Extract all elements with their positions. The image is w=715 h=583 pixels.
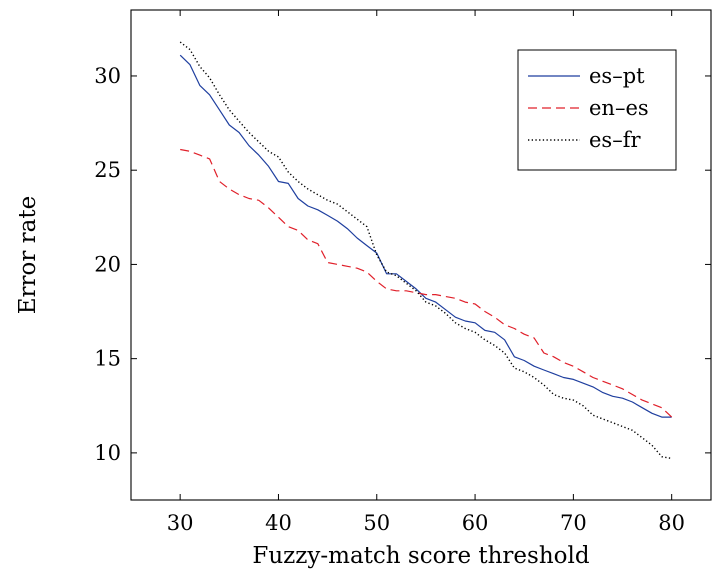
series-line-2 [180, 148, 673, 418]
series-line-3 [179, 41, 672, 460]
y-tick-label: 30 [94, 64, 121, 88]
x-tick-label: 50 [363, 511, 390, 535]
x-tick-label: 40 [265, 511, 292, 535]
y-tick-label: 20 [94, 252, 121, 276]
legend-box [517, 49, 677, 171]
y-axis-label: Error rate [15, 196, 41, 315]
x-tick-label: 80 [658, 511, 685, 535]
y-tick-label: 15 [94, 347, 121, 371]
y-tick-label: 10 [94, 441, 121, 465]
x-tick-label: 70 [560, 511, 587, 535]
legend-label: es–pt [589, 64, 645, 88]
x-axis-label: Fuzzy-match score threshold [252, 543, 589, 569]
legend-label: en–es [589, 96, 649, 120]
plot-frame [130, 9, 712, 501]
axis-ticks [131, 10, 711, 500]
series-line-1 [179, 54, 672, 418]
x-tick-label: 60 [462, 511, 489, 535]
x-tick-label: 30 [167, 511, 194, 535]
legend-label: es–fr [589, 128, 641, 152]
legend: es–pt en–es es–fr [517, 49, 677, 171]
y-tick-label: 25 [94, 158, 121, 182]
axis-tick-labels: 30 40 50 60 70 80 10 15 20 25 30 [94, 64, 685, 535]
series-layer [179, 41, 673, 460]
